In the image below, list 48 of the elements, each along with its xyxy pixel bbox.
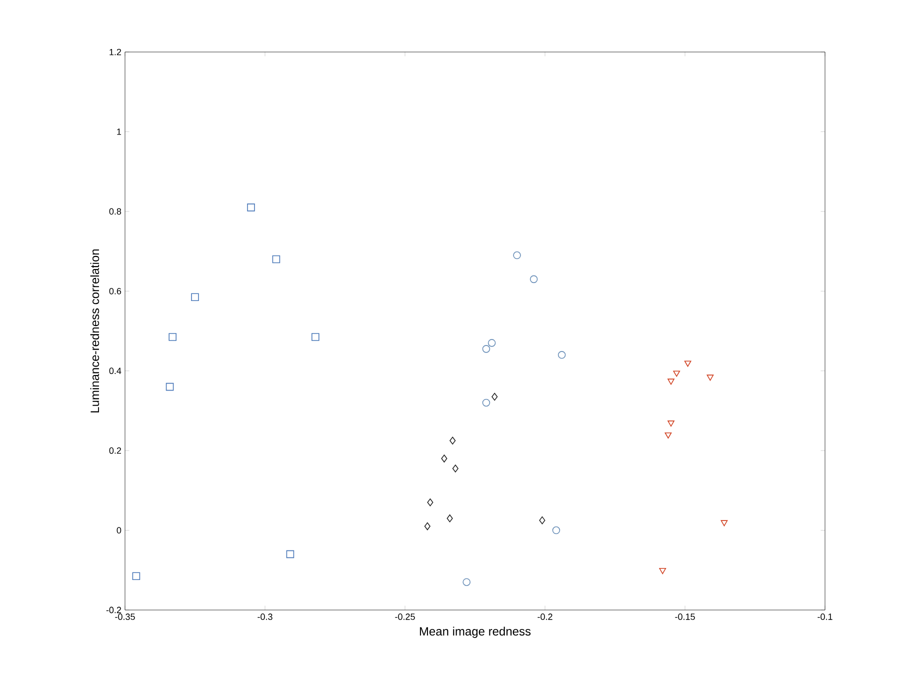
point (452, 464, 458, 472)
point (462, 578, 471, 586)
x-axis-title: Mean image redness (420, 626, 531, 638)
y-tick-label: 0.2 (109, 447, 122, 454)
point (488, 339, 496, 347)
point (441, 454, 448, 462)
point (659, 568, 666, 574)
y-tick-label: 0 (116, 527, 122, 534)
x-tick-label: -0.1 (818, 614, 832, 620)
point (668, 378, 674, 385)
point (706, 374, 714, 381)
point (132, 572, 140, 580)
point (664, 432, 672, 439)
point (684, 360, 692, 367)
point (312, 333, 320, 341)
x-tick-label: -0.15 (675, 614, 695, 620)
x-tick-label: -0.25 (395, 614, 415, 620)
point (482, 345, 490, 353)
point (286, 550, 294, 558)
y-tick-label: 1.2 (110, 48, 122, 56)
point (168, 333, 176, 341)
y-tick-label: 0.6 (109, 288, 122, 294)
y-tick-label: 1 (117, 128, 122, 135)
y-tick-label: -0.2 (106, 606, 122, 614)
point (427, 498, 434, 506)
point (668, 420, 674, 427)
y-axis-title: Luminance-redness correlation (90, 249, 100, 412)
point (720, 520, 728, 526)
x-tick-label: -0.3 (258, 614, 272, 620)
x-tick-label: -0.35 (115, 614, 135, 620)
point (673, 370, 680, 377)
point (166, 382, 174, 391)
point (191, 293, 199, 302)
point (558, 351, 566, 359)
x-tick-label: -0.2 (538, 614, 552, 620)
point (482, 398, 490, 407)
point (272, 255, 280, 264)
y-tick-label: 0.4 (109, 368, 122, 374)
point (539, 516, 546, 524)
point (446, 514, 453, 522)
y-tick-label: 0.8 (109, 208, 122, 215)
point (247, 204, 255, 212)
point (513, 251, 521, 260)
point (552, 526, 560, 534)
point (424, 522, 430, 530)
point (450, 436, 456, 445)
point (530, 275, 538, 284)
point (492, 392, 498, 401)
